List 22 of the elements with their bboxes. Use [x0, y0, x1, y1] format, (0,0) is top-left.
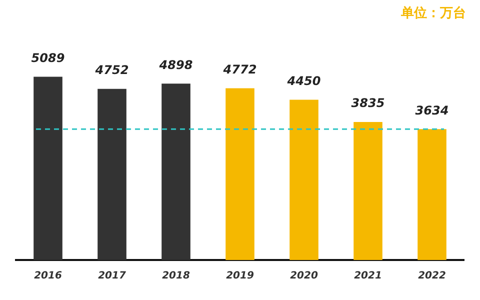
- data-label: 3634: [415, 103, 449, 118]
- data-label: 4450: [286, 74, 321, 88]
- data-label: 5089: [31, 50, 65, 65]
- x-tick-label: 2020: [290, 270, 318, 282]
- bar: [162, 84, 190, 260]
- text: 单位：万台: [401, 5, 466, 22]
- x-tick-label: 2017: [98, 270, 126, 282]
- data-label: 4752: [94, 63, 129, 78]
- bar: [98, 88, 126, 260]
- bar: [290, 100, 318, 260]
- bar: [418, 129, 446, 260]
- x-tick-label: 2021: [354, 270, 382, 282]
- bar: [354, 122, 382, 260]
- bar: [34, 76, 62, 260]
- bar: [226, 88, 254, 260]
- x-tick-label: 2019: [226, 270, 254, 282]
- data-label: 4772: [222, 62, 257, 76]
- data-label: 4898: [158, 58, 193, 72]
- x-tick-label: 2016: [34, 270, 62, 282]
- data-label: 3835: [351, 96, 385, 110]
- x-tick-label: 2022: [418, 270, 446, 282]
- x-tick-label: 2018: [162, 270, 190, 282]
